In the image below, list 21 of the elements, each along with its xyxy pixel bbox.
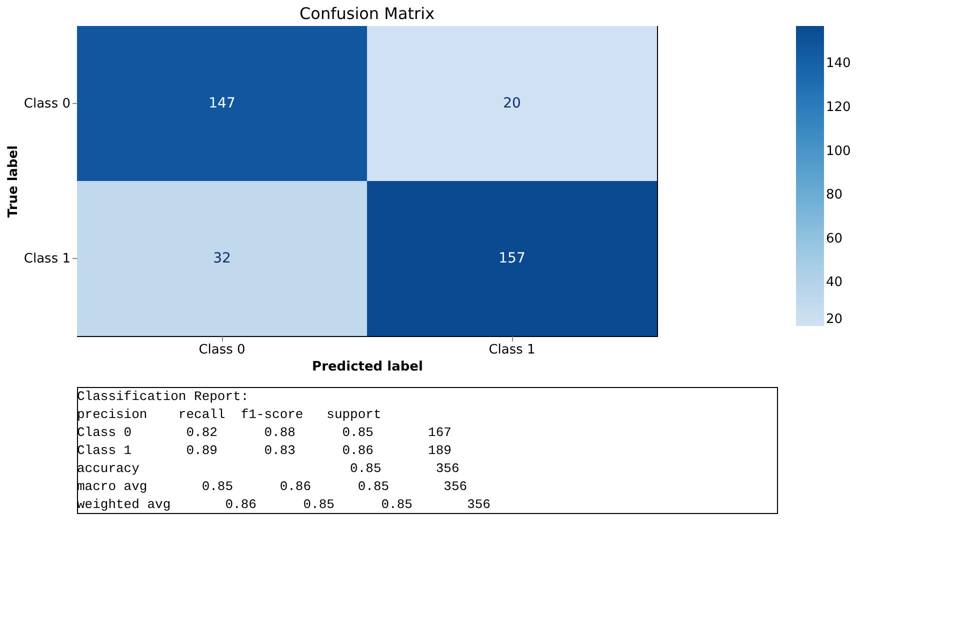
text: macro avg 0.85 0.86 0.85 356: [77, 479, 468, 494]
color-bar-label: 60: [826, 231, 843, 246]
text: precision recall f1-score support: [77, 407, 382, 422]
color-bar-label: 140: [826, 56, 851, 72]
color-bar-label: 100: [826, 144, 851, 159]
color-bar-label: 40: [826, 275, 843, 290]
data-label: 147: [208, 96, 236, 112]
y-axis-title: True label: [6, 145, 21, 218]
data-label: 20: [503, 96, 521, 112]
color-bar-label: 80: [826, 188, 843, 203]
text: Class 0 0.82 0.88 0.85 167: [77, 425, 452, 440]
color-bar-label: 120: [826, 100, 851, 116]
text: Class 1 0.89 0.83 0.86 189: [77, 443, 452, 458]
color-bar-label: 20: [826, 312, 843, 327]
data-label: 32: [213, 250, 231, 266]
text: accuracy 0.85 356: [77, 461, 460, 476]
text: weighted avg 0.86 0.85 0.85 356: [77, 497, 490, 512]
text: Classification Report:: [77, 389, 249, 404]
data-label: 157: [498, 250, 526, 266]
chart-title: Confusion Matrix: [299, 4, 435, 23]
x-axis-title: Predicted label: [312, 360, 423, 374]
